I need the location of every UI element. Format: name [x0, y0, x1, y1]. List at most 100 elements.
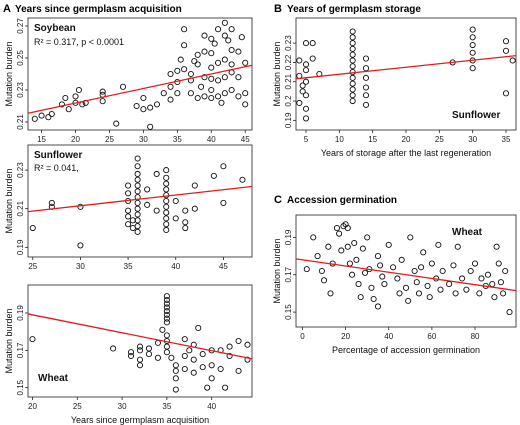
- data-point: [181, 26, 188, 33]
- data-point: [163, 215, 170, 222]
- panel-title-a: Years since germplasm acquisition: [15, 4, 182, 15]
- data-point: [467, 267, 474, 275]
- y-tick-label: 0.27: [16, 18, 25, 34]
- data-point: [163, 174, 170, 181]
- panel-heading-b: B Years of germplasm storage: [274, 3, 421, 15]
- data-point: [208, 64, 215, 71]
- data-point: [355, 281, 362, 288]
- y-axis-label: Mutation burden: [272, 41, 282, 106]
- data-point: [349, 271, 356, 278]
- data-point: [186, 347, 193, 354]
- data-point: [222, 384, 229, 391]
- plot-area: [295, 214, 517, 328]
- data-point: [195, 324, 202, 331]
- data-point: [242, 59, 249, 66]
- data-point: [235, 48, 242, 55]
- data-point: [226, 343, 233, 350]
- data-point: [349, 63, 356, 70]
- x-tick-label: 35: [502, 135, 511, 144]
- data-point: [172, 197, 179, 205]
- data-point: [228, 26, 235, 33]
- data-point: [65, 106, 72, 113]
- data-point: [134, 211, 141, 218]
- data-point: [29, 336, 36, 343]
- crop-label: Wheat: [452, 227, 483, 238]
- data-point: [379, 273, 386, 280]
- data-point: [201, 74, 208, 81]
- data-point: [407, 234, 414, 241]
- data-point: [235, 367, 242, 374]
- data-point: [452, 290, 459, 297]
- data-point: [163, 293, 170, 300]
- data-point: [182, 224, 189, 232]
- data-point: [309, 40, 316, 47]
- x-tick-label: 5: [304, 135, 309, 144]
- y-tick-label: 0.19: [284, 112, 293, 128]
- data-point: [201, 32, 208, 39]
- data-point: [220, 199, 227, 206]
- data-point: [199, 351, 206, 358]
- data-point: [167, 83, 174, 90]
- data-point: [72, 93, 79, 100]
- data-point: [163, 186, 170, 193]
- data-point: [187, 90, 194, 97]
- data-point: [181, 42, 188, 49]
- y-tick-label: 0.22: [284, 54, 293, 70]
- data-point: [349, 57, 356, 64]
- data-point: [327, 290, 334, 297]
- data-point: [220, 163, 227, 170]
- data-point: [374, 253, 382, 260]
- x-axis-label: Percentage of accession germination: [332, 345, 480, 355]
- data-point: [500, 290, 507, 297]
- data-point: [302, 67, 310, 74]
- data-point: [302, 105, 310, 112]
- data-point: [469, 65, 476, 72]
- data-point: [208, 75, 215, 82]
- data-point: [134, 176, 141, 183]
- data-point: [136, 347, 144, 354]
- data-point: [325, 243, 332, 250]
- data-point: [476, 290, 483, 297]
- x-tick-label: 15: [368, 135, 377, 144]
- data-point: [390, 264, 397, 271]
- data-point: [190, 369, 197, 376]
- data-point: [208, 362, 215, 369]
- data-point: [344, 225, 351, 232]
- x-tick-label: 30: [468, 135, 477, 144]
- data-point: [396, 290, 403, 297]
- regression-line: [27, 185, 253, 213]
- data-point: [221, 19, 228, 26]
- data-point: [478, 275, 485, 282]
- data-point: [208, 50, 215, 57]
- data-point: [381, 281, 388, 288]
- data-point: [147, 123, 154, 130]
- data-point: [201, 48, 208, 55]
- data-point: [484, 271, 492, 278]
- data-point: [48, 110, 55, 118]
- x-tick-label: 35: [173, 135, 182, 144]
- data-point: [163, 167, 170, 174]
- data-point: [163, 197, 170, 205]
- data-point: [394, 275, 401, 282]
- data-point: [153, 207, 160, 214]
- data-point: [125, 207, 132, 214]
- data-point: [221, 74, 228, 81]
- x-tick-label: 20: [28, 402, 37, 411]
- data-point: [228, 86, 235, 94]
- data-point: [502, 47, 510, 54]
- y-tick-label: 0.2: [284, 95, 293, 107]
- data-point: [459, 275, 466, 282]
- x-axis-label: Years since germplasm acquisition: [71, 415, 209, 425]
- data-point: [163, 296, 170, 303]
- data-point: [314, 253, 321, 260]
- data-point: [239, 176, 246, 183]
- data-point: [506, 309, 513, 316]
- data-point: [502, 38, 510, 45]
- data-point: [362, 55, 370, 62]
- data-point: [495, 260, 502, 267]
- x-tick-label: 20: [71, 135, 80, 144]
- x-tick-label: 15: [37, 135, 46, 144]
- data-point: [336, 230, 343, 237]
- y-tick-label: 0.21: [16, 200, 25, 216]
- data-point: [439, 267, 446, 275]
